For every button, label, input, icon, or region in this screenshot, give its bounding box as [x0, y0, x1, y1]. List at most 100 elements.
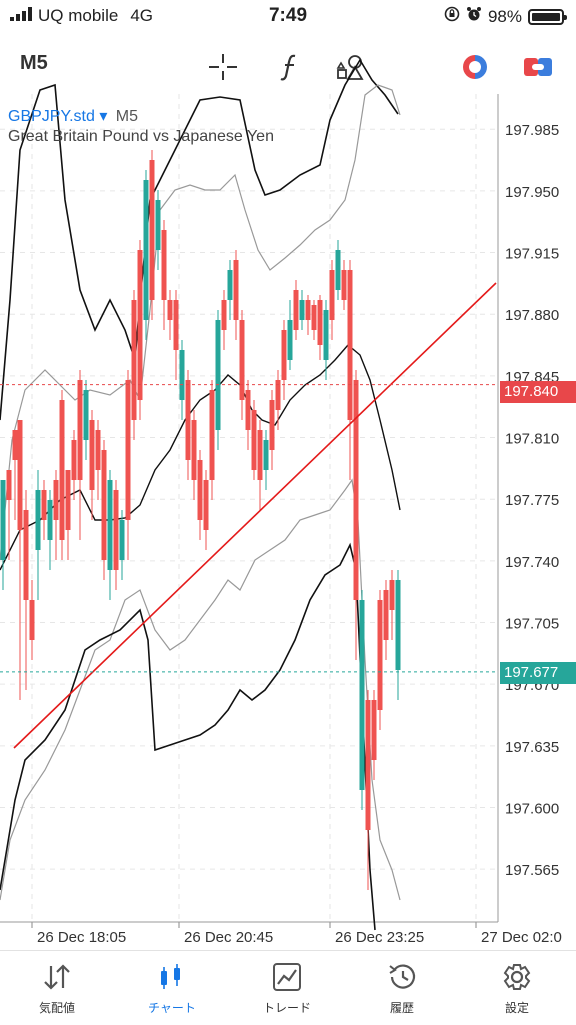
y-tick-label: 197.810	[505, 431, 559, 448]
chart-icon	[122, 961, 222, 993]
candle-body	[341, 270, 347, 300]
candle-body	[143, 180, 149, 320]
candle-body	[101, 450, 107, 560]
y-tick-label: 197.915	[505, 246, 559, 263]
candle-body	[155, 200, 161, 250]
candle-body	[377, 600, 383, 710]
last-price-label: 197.677	[500, 662, 576, 684]
candle-body	[359, 600, 365, 790]
candle-body	[209, 390, 215, 480]
settings-icon	[467, 961, 567, 993]
network-type: 4G	[130, 6, 153, 25]
candle-body	[89, 420, 95, 490]
candle-body	[47, 500, 53, 540]
y-tick-label: 197.880	[505, 307, 559, 324]
function-icon[interactable]	[274, 52, 306, 82]
tab-trade[interactable]: トレード	[237, 961, 337, 1016]
y-tick-label: 197.740	[505, 554, 559, 571]
candle-body	[149, 160, 155, 300]
candle-body	[227, 270, 233, 300]
x-tick-label: 27 Dec 02:0	[481, 929, 562, 946]
bollinger-lower-outer	[0, 542, 376, 931]
tab-chart[interactable]: チャート	[122, 961, 222, 1016]
symbol-name[interactable]: GBPJPY.std	[8, 108, 95, 125]
trade-toggle-icon[interactable]	[521, 52, 553, 82]
candle-body	[83, 390, 89, 440]
candle-body	[395, 580, 401, 670]
tab-label: トレード	[262, 1001, 311, 1015]
tab-label: チャート	[148, 1001, 196, 1015]
bollinger-lower-inner	[0, 478, 401, 901]
chart-symbol[interactable]: GBPJPY.std ▾ M5	[8, 106, 138, 126]
candle-body	[137, 250, 143, 400]
candle-body	[167, 300, 173, 320]
bollinger-upper-outer	[0, 58, 399, 421]
symbol-dropdown-icon[interactable]: ▾	[99, 108, 108, 125]
x-tick-label: 26 Dec 20:45	[184, 929, 273, 946]
candle-body	[257, 430, 263, 480]
alarm-icon	[466, 6, 482, 27]
orientation-lock-icon	[444, 6, 460, 27]
candle-body	[191, 420, 197, 480]
indicator-colors-icon[interactable]	[459, 52, 491, 82]
bottom-tab-bar: 気配値 チャート トレード 履歴 設定	[0, 950, 576, 1025]
candle-body	[305, 300, 311, 320]
candle-body	[233, 260, 239, 320]
candle-body	[59, 400, 65, 540]
candle-body	[383, 590, 389, 640]
candle-body	[12, 430, 18, 460]
candlestick-chart[interactable]: 197.985197.950197.915197.880197.845197.8…	[0, 0, 576, 950]
chart-toolbar: M5	[0, 38, 576, 94]
candle-body	[23, 510, 29, 600]
timeframe-button[interactable]: M5	[20, 52, 48, 74]
candle-body	[221, 300, 227, 330]
candle-body	[329, 270, 335, 320]
candle-body	[119, 520, 125, 560]
y-tick-label: 197.635	[505, 739, 559, 756]
battery-icon	[528, 8, 567, 25]
y-tick-label: 197.600	[505, 800, 559, 817]
tab-label: 設定	[504, 1001, 529, 1015]
trend-line	[13, 282, 497, 749]
y-tick-label: 197.775	[505, 492, 559, 509]
signal-icon	[10, 6, 32, 26]
candle-body	[371, 700, 377, 760]
y-tick-label: 197.705	[505, 616, 559, 633]
carrier-name: UQ mobile	[38, 6, 119, 25]
candle-body	[29, 600, 35, 640]
quotes-icon	[7, 961, 107, 993]
candle-body	[245, 390, 251, 430]
candle-body	[6, 470, 12, 500]
candle-body	[35, 490, 41, 550]
symbol-description: Great Britain Pound vs Japanese Yen	[8, 128, 274, 145]
candle-body	[215, 320, 221, 430]
tab-history[interactable]: 履歴	[352, 961, 452, 1016]
candle-body	[239, 320, 245, 400]
status-right: 98%	[444, 6, 567, 27]
status-bar: UQ mobile 4G 7:49 98%	[0, 0, 576, 34]
candle-body	[71, 440, 77, 480]
candle-body	[125, 380, 131, 520]
candle-body	[293, 290, 299, 330]
carrier-info: UQ mobile 4G	[10, 6, 153, 26]
candle-body	[41, 490, 47, 520]
candle-body	[65, 470, 71, 530]
candle-body	[77, 380, 83, 480]
tab-settings[interactable]: 設定	[467, 961, 567, 1016]
crosshair-icon[interactable]	[207, 52, 239, 82]
candle-body	[203, 480, 209, 530]
y-tick-label: 197.985	[505, 122, 559, 139]
candle-body	[107, 480, 113, 570]
candle-body	[113, 490, 119, 570]
candle-body	[53, 480, 59, 520]
candle-body	[311, 305, 317, 330]
candle-body	[197, 460, 203, 520]
tab-quotes[interactable]: 気配値	[7, 961, 107, 1016]
candle-body	[17, 420, 23, 530]
candle-body	[179, 350, 185, 400]
x-tick-label: 26 Dec 18:05	[37, 929, 126, 946]
candle-body	[365, 700, 371, 830]
candle-body	[275, 380, 281, 410]
candle-body	[173, 300, 179, 350]
y-tick-label: 197.950	[505, 184, 559, 201]
